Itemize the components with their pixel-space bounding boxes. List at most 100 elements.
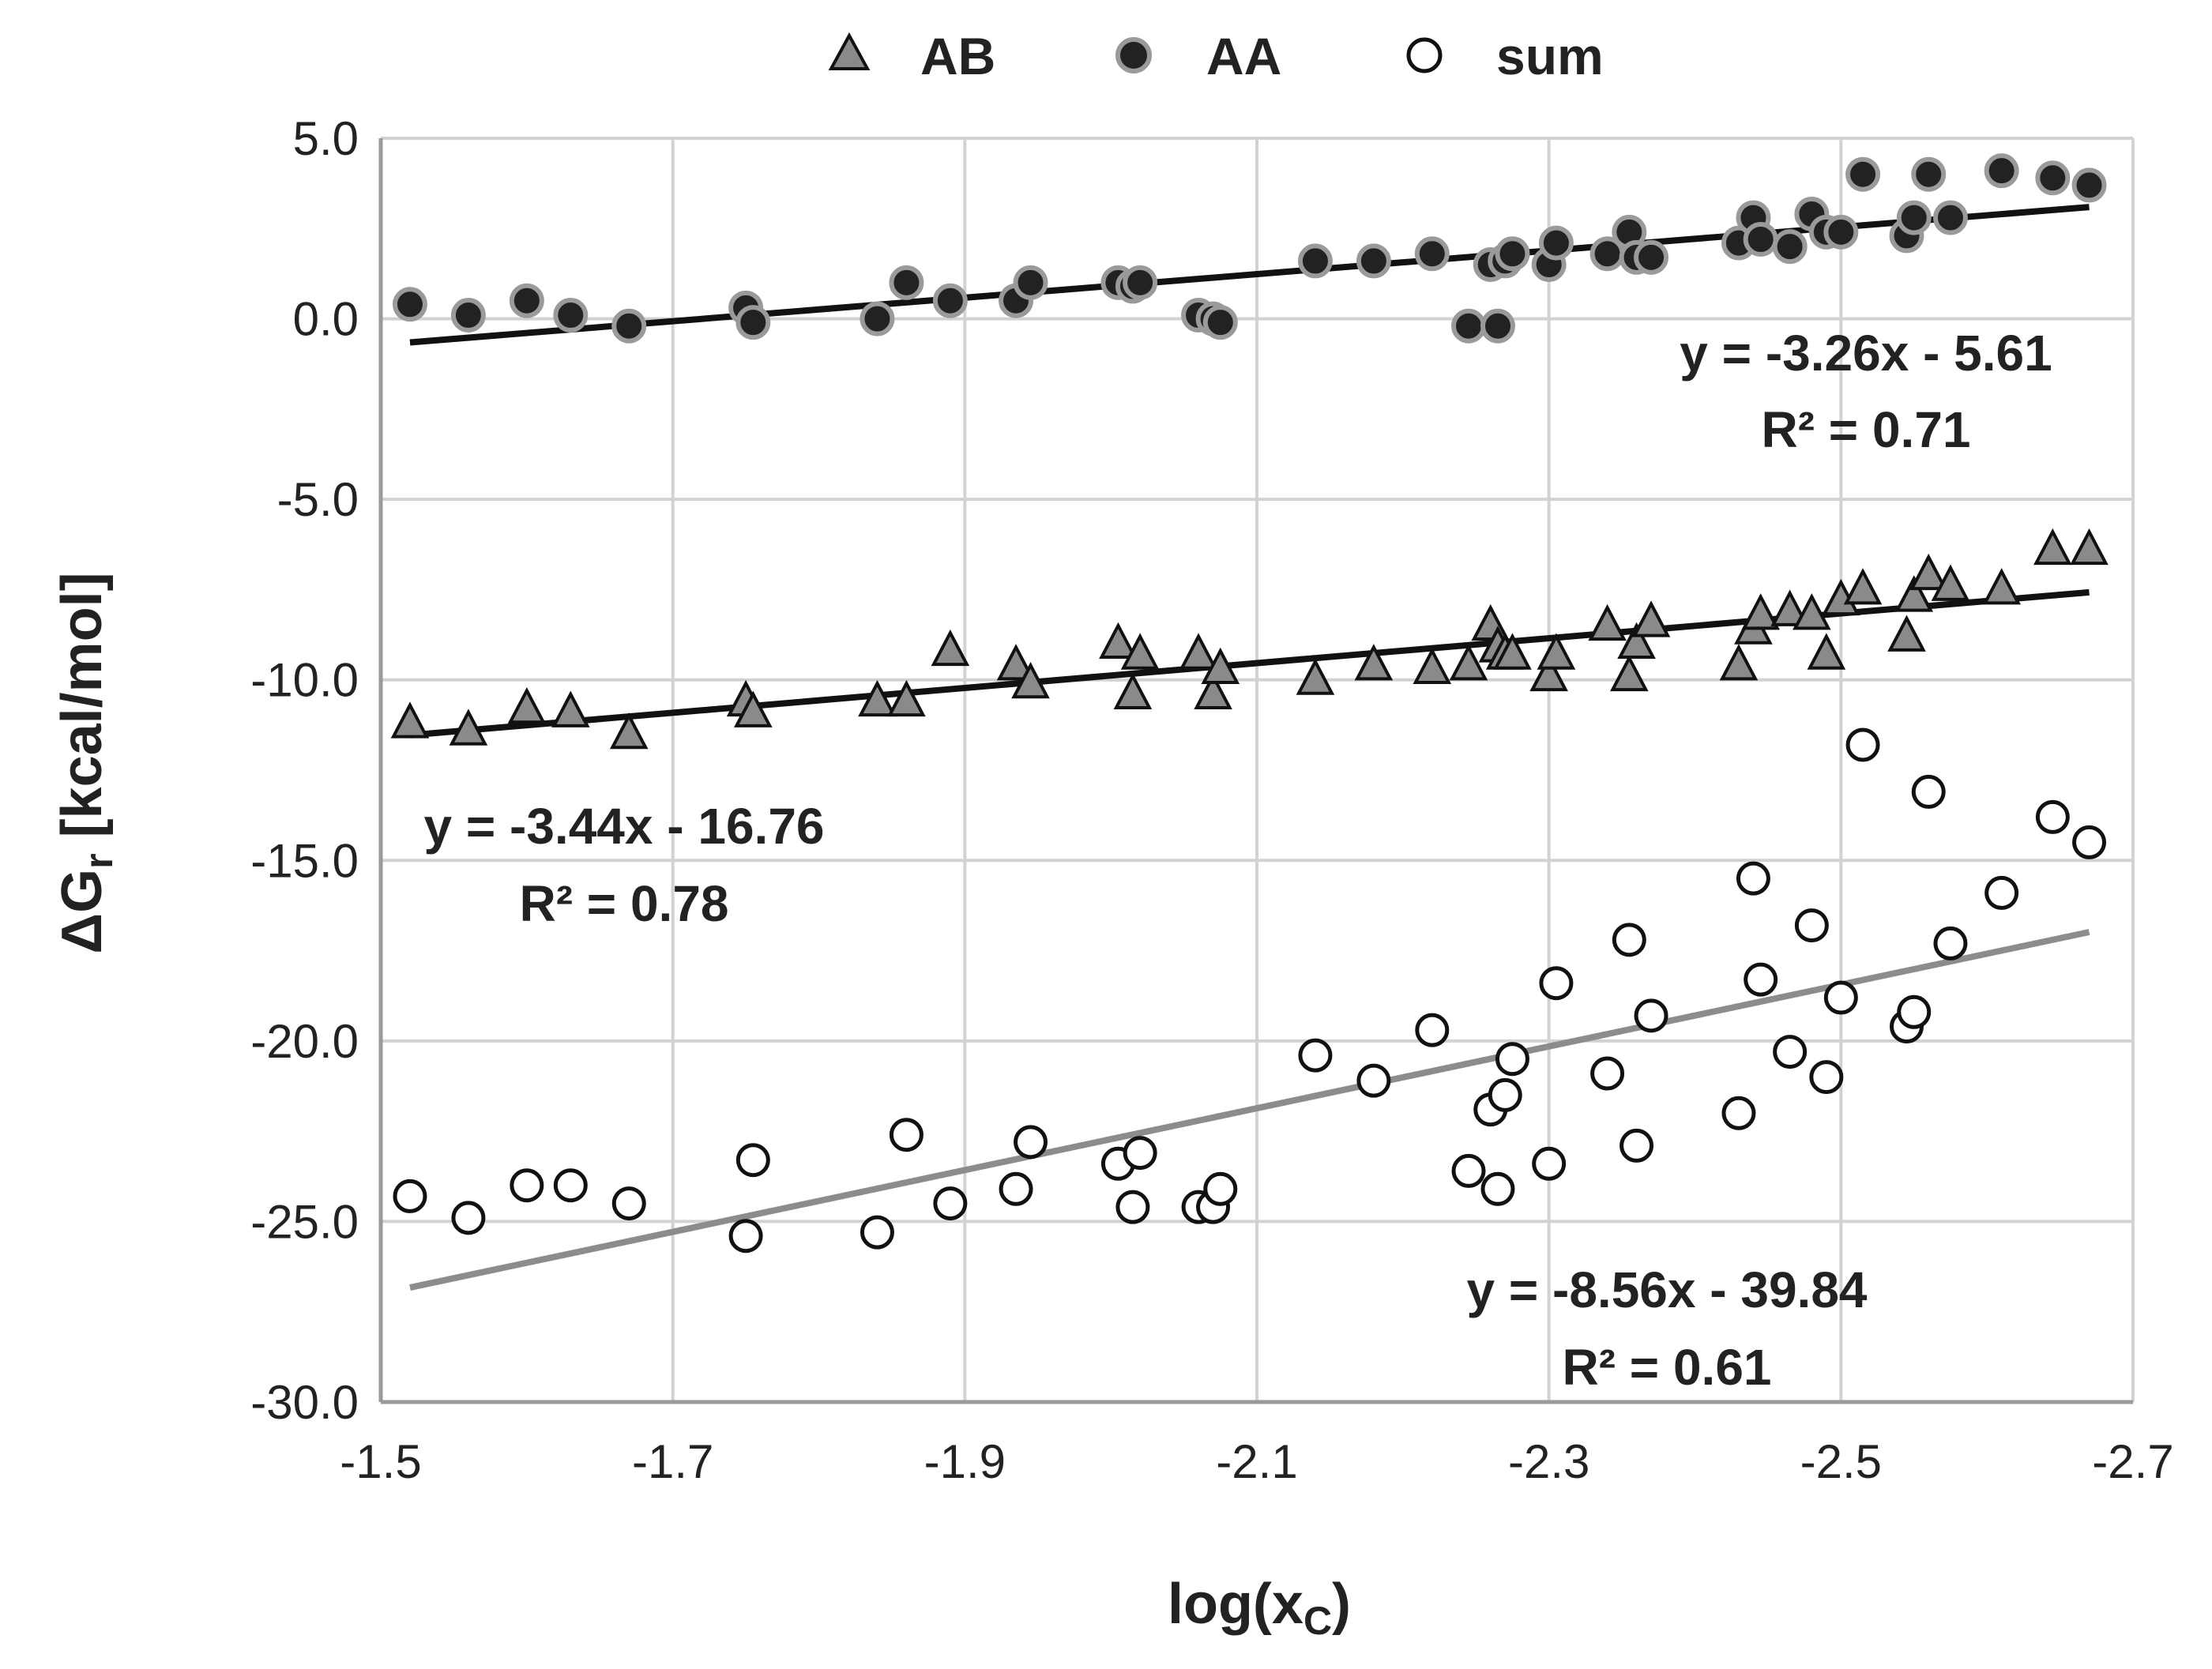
data-point-ab — [996, 644, 1036, 681]
data-point-ab — [1588, 603, 1627, 641]
data-point-sum — [1794, 908, 1829, 943]
data-point-sum — [1897, 994, 1932, 1029]
data-point-ab — [1610, 654, 1649, 692]
data-point-sum — [1590, 1056, 1625, 1091]
data-point-ab — [1909, 553, 1948, 591]
data-point-sum — [553, 1168, 588, 1203]
x-tick-label: -2.1 — [1216, 1435, 1297, 1488]
data-point-ab — [1807, 633, 1846, 670]
legend-label-aa: AA — [1206, 27, 1281, 85]
y-tick-label: 5.0 — [293, 112, 359, 165]
x-tick-label: -2.7 — [2092, 1435, 2173, 1488]
data-point-ab — [1793, 593, 1831, 630]
data-point-sum — [510, 1168, 544, 1203]
series-ab — [390, 528, 2109, 750]
data-point-sum — [1115, 1190, 1150, 1224]
data-point-ab — [1982, 568, 2021, 605]
trendline-r2-sum: R² = 0.61 — [1562, 1339, 1771, 1396]
data-point-aa — [1911, 156, 1947, 192]
data-point-ab — [1887, 615, 1926, 652]
data-point-ab — [734, 690, 773, 727]
data-point-sum — [1451, 1153, 1486, 1188]
data-point-ab — [1894, 575, 1934, 612]
trendline-sum — [409, 929, 2090, 1291]
y-axis-title: ΔGr [kcal/mol] — [51, 572, 121, 953]
data-point-sum — [1911, 774, 1946, 809]
data-point-ab — [1449, 644, 1488, 681]
trendline-r2-aa: R² = 0.71 — [1761, 401, 1970, 458]
data-points — [390, 153, 2109, 1254]
y-axis-title-main: ΔG — [51, 869, 114, 954]
data-point-aa — [1202, 305, 1238, 340]
data-point-aa — [735, 305, 771, 340]
y-tick-label: -5.0 — [277, 473, 359, 526]
data-point-sum — [1612, 923, 1646, 957]
axes — [378, 138, 2133, 1404]
data-point-sum — [1721, 1096, 1756, 1130]
data-point-ab — [1741, 593, 1780, 630]
data-point-sum — [1933, 926, 1968, 960]
data-point-aa — [1896, 200, 1932, 235]
data-point-ab — [2033, 528, 2072, 566]
data-point-sum — [2035, 799, 2070, 834]
data-point-aa — [860, 301, 895, 336]
data-point-ab — [1493, 633, 1532, 670]
legend-item-sum[interactable]: sum — [1406, 27, 1604, 85]
data-point-ab — [1201, 647, 1240, 684]
legend-marker-filled-circle — [1115, 37, 1152, 73]
data-point-sum — [860, 1215, 894, 1250]
y-tick-label: -20.0 — [250, 1015, 359, 1068]
data-point-aa — [889, 265, 924, 300]
data-point-aa — [1634, 239, 1669, 275]
data-point-ab — [1719, 644, 1759, 681]
y-tick-label: -30.0 — [250, 1376, 359, 1429]
legend: AB AA sum — [828, 27, 1604, 85]
x-axis-title-main: log(x — [1168, 1573, 1304, 1636]
data-point-aa — [1013, 265, 1048, 300]
data-point-aa — [1297, 243, 1333, 279]
data-point-sum — [1539, 966, 1574, 1001]
data-point-sum — [451, 1201, 486, 1235]
data-point-ab — [449, 709, 488, 746]
data-point-aa — [1743, 222, 1778, 257]
x-tick-label: -1.7 — [632, 1435, 713, 1488]
legend-marker-triangle — [828, 32, 871, 70]
data-point-sum — [1823, 980, 1858, 1015]
data-point-ab — [1537, 633, 1576, 670]
data-point-ab — [1120, 633, 1160, 670]
x-tick-labels: -1.5 -1.7 -1.9 -2.1 -2.3 -2.5 -2.7 — [340, 1435, 2173, 1488]
trendline-equation-aa: y = -3.26x - 5.61 — [1680, 325, 2052, 382]
x-tick-label: -2.5 — [1800, 1435, 1882, 1488]
data-point-ab — [1617, 622, 1656, 659]
data-point-sum — [1744, 962, 1778, 997]
data-point-ab — [1194, 672, 1232, 709]
data-point-sum — [735, 1143, 770, 1178]
data-point-sum — [1773, 1035, 1808, 1069]
data-point-ab — [1843, 568, 1883, 605]
data-point-aa — [450, 298, 486, 333]
data-point-sum — [1488, 1077, 1522, 1112]
data-point-ab — [1631, 600, 1671, 637]
data-point-aa — [1356, 243, 1391, 279]
data-point-aa — [1414, 236, 1450, 272]
data-point-sum — [2072, 825, 2107, 859]
data-point-aa — [553, 298, 589, 333]
data-point-sum — [1014, 1125, 1048, 1160]
data-point-ab — [609, 712, 649, 750]
data-point-ab — [1931, 564, 1970, 601]
data-point-ab — [1770, 589, 1809, 626]
data-point-sum — [1984, 875, 2019, 910]
data-point-aa — [1495, 236, 1530, 272]
data-point-ab — [1113, 672, 1153, 709]
data-point-ab — [390, 701, 430, 739]
data-point-sum — [1845, 727, 1880, 762]
data-point-ab — [1354, 644, 1394, 681]
x-axis-title-end: ) — [1332, 1573, 1351, 1636]
data-point-ab — [1011, 661, 1050, 699]
legend-item-aa[interactable]: AA — [1115, 27, 1281, 85]
legend-item-ab[interactable]: AB — [828, 27, 995, 85]
data-point-sum — [933, 1186, 968, 1221]
y-tick-label: 0.0 — [293, 293, 359, 346]
x-tick-label: -1.5 — [340, 1435, 421, 1488]
